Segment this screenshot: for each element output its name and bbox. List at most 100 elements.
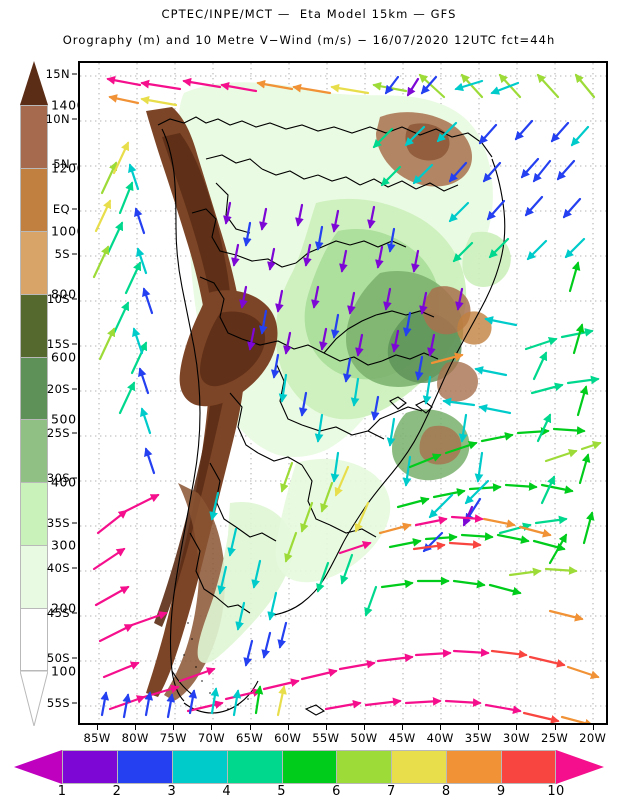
latitude-tick-mark <box>72 343 77 345</box>
wind-tick-label: 9 <box>496 784 506 799</box>
wind-tick-label: 1 <box>57 784 67 799</box>
latitude-tick-mark <box>72 253 77 255</box>
map-graphic <box>80 63 606 723</box>
latitude-tick-label: 55S <box>46 695 70 710</box>
wind-tick-label: 2 <box>112 784 122 799</box>
latitude-tick-mark <box>72 702 77 704</box>
orography-colorbar: 1400 1200 1000 800 600 500 400 300 200 100 <box>8 61 85 726</box>
longitude-tick-mark <box>135 725 137 730</box>
longitude-tick-label: 80W <box>121 731 149 745</box>
longitude-tick-label: 85W <box>83 731 111 745</box>
wind-color-segment <box>281 750 337 784</box>
orography-color-segment <box>20 482 48 546</box>
longitude-tick-label: 25W <box>541 731 569 745</box>
wind-tick-label: 10 <box>547 784 565 799</box>
latitude-tick-mark <box>72 388 77 389</box>
orography-color-segment <box>20 293 48 357</box>
wind-colorbar: 1 2 3 4 5 6 7 8 9 10 <box>0 748 618 799</box>
wind-tick-label: 5 <box>277 784 286 799</box>
latitude-tick-mark <box>72 118 77 120</box>
latitude-tick-label: 20S <box>46 381 70 396</box>
orography-tick-label: 1000 <box>51 223 86 239</box>
latitude-tick-mark <box>72 73 77 75</box>
orography-tick-label: 200 <box>51 600 77 616</box>
longitude-tick-mark <box>363 725 365 730</box>
wind-tick-label: 6 <box>332 784 341 799</box>
orography-tick-label: 500 <box>51 411 77 427</box>
wind-color-segment <box>336 750 392 784</box>
longitude-tick-label: 45W <box>388 731 416 745</box>
orography-tick-label: 100 <box>51 663 77 679</box>
wind-color-segment <box>116 750 172 784</box>
latitude-tick-label: 25S <box>46 426 70 441</box>
latitude-tick-mark <box>72 163 77 165</box>
map-plot-area[interactable] <box>78 61 608 725</box>
latitude-tick-label: 15N <box>45 67 70 82</box>
latitude-tick-label: 40S <box>46 560 70 575</box>
longitude-tick-mark <box>554 725 556 730</box>
latitude-tick-mark <box>72 208 77 210</box>
orography-color-segment <box>20 105 48 168</box>
orography-tick-label: 1400 <box>51 97 86 113</box>
wind-tick-label: 4 <box>222 784 231 799</box>
latitude-tick-label: 15S <box>46 336 70 351</box>
latitude-tick-label: 30S <box>46 471 70 486</box>
main-title: CPTEC/INPE/MCT — Eta Model 15km — GFS <box>161 7 457 21</box>
wind-colorbar-body <box>62 750 556 784</box>
wind-color-segment <box>501 750 556 784</box>
longitude-tick-mark <box>325 725 327 730</box>
longitude-tick-label: 20W <box>579 731 607 745</box>
longitude-tick-mark <box>516 725 518 730</box>
title-block: CPTEC/INPE/MCT — Eta Model 15km — GFS Or… <box>0 0 618 47</box>
longitude-tick-label: 40W <box>426 731 454 745</box>
longitude-tick-mark <box>249 725 251 730</box>
wind-color-segment <box>391 750 447 784</box>
longitude-tick-mark <box>592 725 594 730</box>
latitude-tick-label: 10S <box>46 291 70 306</box>
longitude-tick-label: 65W <box>235 731 264 745</box>
longitude-tick-label: 30W <box>502 731 531 745</box>
longitude-tick-mark <box>478 725 480 730</box>
orography-tick-label: 300 <box>51 537 77 553</box>
orography-colorbar-bottom-cap <box>20 671 48 726</box>
orography-color-segment <box>20 230 48 294</box>
orography-color-segment <box>20 608 48 671</box>
longitude-tick-mark <box>97 725 99 730</box>
orography-tick-label: 400 <box>51 474 77 490</box>
longitude-tick-label: 55W <box>312 731 340 745</box>
latitude-tick-label: 5S <box>54 246 70 261</box>
longitude-tick-label: 75W <box>159 731 187 745</box>
longitude-tick-label: 60W <box>274 731 302 745</box>
latitude-tick-mark <box>72 522 77 524</box>
wind-color-segment <box>171 750 227 784</box>
longitude-tick-label: 50W <box>350 731 378 745</box>
wind-colorbar-right-cap <box>556 750 604 784</box>
latitude-tick-label: 35S <box>46 516 70 531</box>
wind-tick-label: 8 <box>441 784 451 799</box>
longitude-tick-label: 35W <box>464 731 492 745</box>
longitude-tick-mark <box>287 725 289 730</box>
longitude-tick-mark <box>173 725 175 730</box>
wind-tick-label: 7 <box>387 784 396 799</box>
wind-color-segment <box>62 750 117 784</box>
wind-tick-label: 3 <box>167 784 177 799</box>
sub-title: Orography (m) and 10 Metre V−Wind (m/s) … <box>62 33 556 47</box>
wind-color-segment <box>226 750 282 784</box>
latitude-tick-label: 45S <box>46 605 70 620</box>
longitude-tick-mark <box>402 725 404 730</box>
wind-color-segment <box>446 750 501 784</box>
latitude-tick-mark <box>72 432 77 434</box>
orography-colorbar-top-cap <box>20 61 48 105</box>
latitude-tick-mark <box>72 298 77 300</box>
wind-colorbar-left-cap <box>14 750 62 784</box>
latitude-tick-label: 5N <box>53 157 70 172</box>
latitude-tick-mark <box>72 612 77 614</box>
orography-color-segment <box>20 419 48 483</box>
latitude-tick-label: EQ <box>52 202 70 217</box>
longitude-tick-label: 70W <box>197 731 226 745</box>
orography-colorbar-body <box>20 105 48 671</box>
latitude-tick-mark <box>72 477 77 479</box>
latitude-tick-mark <box>72 567 77 569</box>
orography-tick-label: 600 <box>51 349 77 365</box>
orography-color-segment <box>20 545 48 608</box>
